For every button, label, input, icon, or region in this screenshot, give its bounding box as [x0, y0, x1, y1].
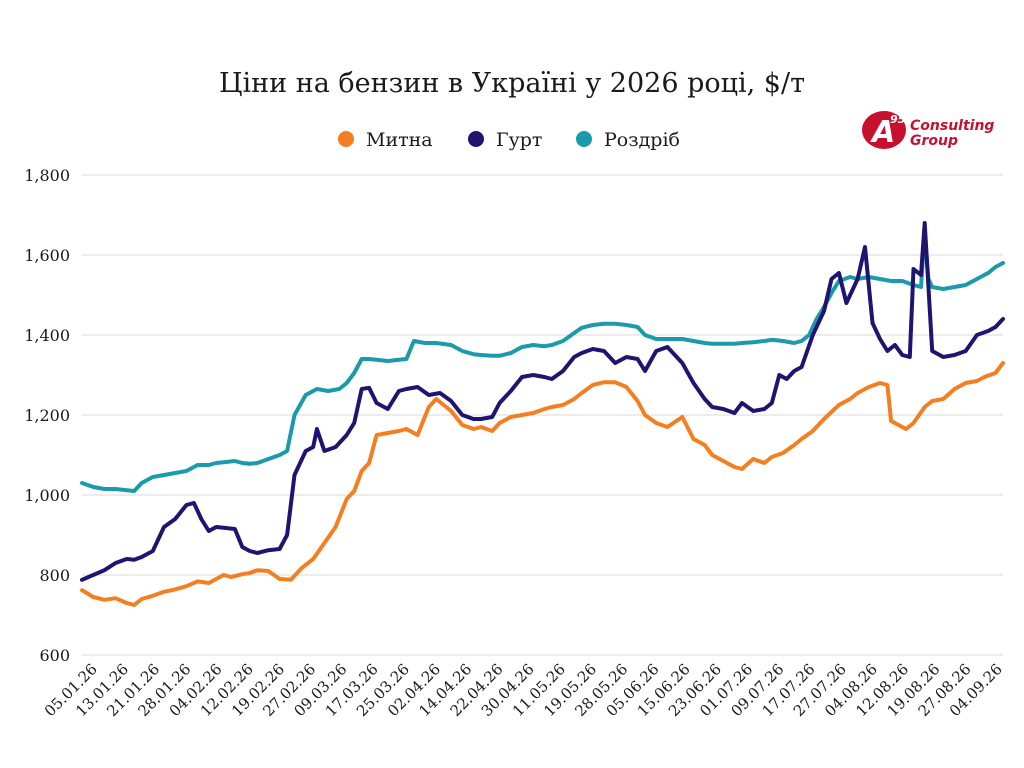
legend-marker-rozdrib [576, 131, 592, 147]
logo-sup: 95 [890, 113, 906, 126]
legend-item-hurt[interactable]: Гурт [468, 129, 542, 151]
series-line-1 [80, 221, 1005, 582]
legend-label-hurt: Гурт [496, 129, 542, 151]
legend-label-rozdrib: Роздріб [604, 129, 680, 151]
y-tick-label-600: 600 [39, 646, 70, 665]
grid [82, 174, 1003, 656]
y-tick-label-800: 800 [39, 566, 70, 585]
legend-marker-hurt [468, 131, 484, 147]
y-tick-label-1200: 1,200 [24, 406, 70, 425]
y-tick-label-1600: 1,600 [24, 246, 70, 265]
y-tick-label-1400: 1,400 [24, 326, 70, 345]
series-line-2 [80, 229, 1005, 493]
logo-line2: Group [910, 133, 958, 149]
company-logo: A 95 Consulting Group [862, 111, 994, 150]
x-axis: 05.01.2613.01.2621.01.2628.01.2604.02.26… [41, 660, 1006, 720]
series-group [80, 221, 1005, 607]
logo-mark: A [870, 115, 895, 150]
legend-item-mytna[interactable]: Митна [338, 129, 433, 151]
y-axis: 600 800 1,000 1,200 1,400 1,600 1,800 [24, 166, 70, 665]
y-tick-label-1000: 1,000 [24, 486, 70, 505]
logo-line1: Consulting [910, 118, 994, 134]
legend-item-rozdrib[interactable]: Роздріб [576, 129, 680, 151]
series-line-0 [80, 361, 1005, 607]
chart-title: Ціни на бензин в Україні у 2026 році, $/… [219, 68, 805, 99]
legend-label-mytna: Митна [366, 129, 433, 151]
legend: Митна Гурт Роздріб [338, 129, 680, 151]
logo-badge [862, 111, 906, 149]
y-tick-label-1800: 1,800 [24, 166, 70, 185]
legend-marker-mytna [338, 131, 354, 147]
